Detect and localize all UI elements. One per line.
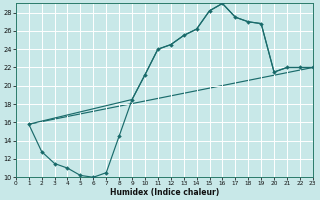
X-axis label: Humidex (Indice chaleur): Humidex (Indice chaleur) xyxy=(110,188,219,197)
